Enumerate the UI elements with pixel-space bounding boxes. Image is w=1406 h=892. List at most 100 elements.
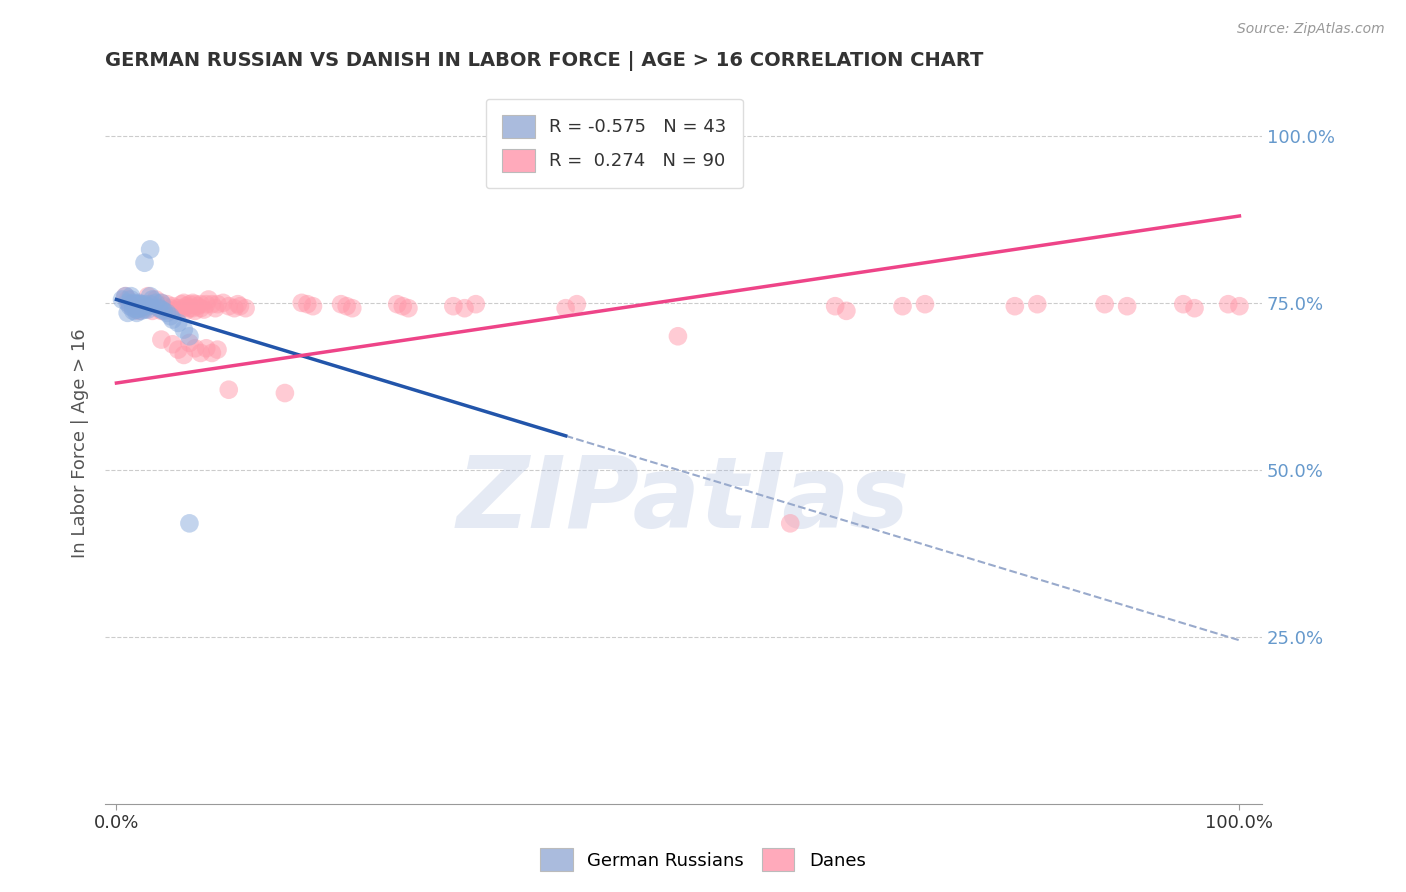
- Point: [170, 297, 193, 311]
- Point: [128, 297, 150, 311]
- Point: [150, 296, 173, 310]
- Point: [128, 304, 150, 318]
- Point: [1218, 297, 1240, 311]
- Point: [128, 301, 150, 316]
- Point: [330, 297, 353, 311]
- Point: [184, 304, 207, 318]
- Point: [212, 296, 235, 310]
- Point: [118, 299, 141, 313]
- Point: [193, 302, 215, 317]
- Point: [201, 297, 224, 311]
- Point: [117, 293, 139, 307]
- Point: [1004, 299, 1026, 313]
- Point: [565, 297, 588, 311]
- Point: [152, 299, 174, 313]
- Point: [391, 299, 413, 313]
- Point: [779, 516, 801, 531]
- Point: [1094, 297, 1116, 311]
- Point: [554, 301, 576, 316]
- Point: [141, 304, 163, 318]
- Point: [111, 293, 134, 307]
- Point: [174, 304, 197, 318]
- Point: [122, 296, 145, 310]
- Point: [159, 304, 181, 318]
- Point: [152, 304, 174, 318]
- Point: [396, 301, 419, 316]
- Point: [186, 299, 208, 313]
- Point: [128, 296, 150, 310]
- Point: [453, 301, 475, 316]
- Point: [148, 301, 170, 316]
- Point: [174, 299, 197, 313]
- Point: [156, 302, 179, 317]
- Point: [139, 297, 162, 311]
- Point: [179, 516, 201, 531]
- Point: [204, 301, 226, 316]
- Point: [114, 289, 136, 303]
- Point: [190, 346, 212, 360]
- Point: [125, 302, 148, 317]
- Point: [824, 299, 846, 313]
- Point: [150, 304, 173, 318]
- Point: [891, 299, 914, 313]
- Point: [835, 304, 858, 318]
- Point: [1116, 299, 1139, 313]
- Point: [136, 289, 159, 303]
- Point: [162, 312, 184, 326]
- Point: [297, 297, 319, 311]
- Text: Source: ZipAtlas.com: Source: ZipAtlas.com: [1237, 22, 1385, 37]
- Point: [150, 302, 173, 317]
- Point: [159, 309, 181, 323]
- Point: [159, 301, 181, 316]
- Point: [145, 293, 167, 307]
- Point: [139, 289, 162, 303]
- Point: [136, 302, 159, 317]
- Point: [117, 306, 139, 320]
- Text: ZIPatlas: ZIPatlas: [457, 452, 910, 549]
- Point: [129, 304, 152, 318]
- Point: [167, 301, 190, 316]
- Point: [134, 297, 156, 311]
- Point: [224, 301, 246, 316]
- Point: [117, 296, 139, 310]
- Y-axis label: In Labor Force | Age > 16: In Labor Force | Age > 16: [72, 328, 89, 558]
- Point: [148, 301, 170, 316]
- Point: [167, 316, 190, 330]
- Point: [195, 297, 218, 311]
- Point: [235, 301, 257, 316]
- Point: [197, 293, 219, 307]
- Point: [207, 343, 229, 357]
- Point: [134, 256, 156, 270]
- Point: [441, 299, 464, 313]
- Point: [229, 299, 252, 313]
- Point: [184, 341, 207, 355]
- Point: [125, 297, 148, 311]
- Point: [122, 299, 145, 313]
- Point: [179, 329, 201, 343]
- Legend: German Russians, Danes: German Russians, Danes: [533, 841, 873, 879]
- Point: [385, 297, 408, 311]
- Point: [145, 299, 167, 313]
- Point: [122, 297, 145, 311]
- Point: [139, 297, 162, 311]
- Point: [145, 296, 167, 310]
- Point: [134, 302, 156, 317]
- Point: [179, 301, 201, 316]
- Point: [125, 299, 148, 313]
- Point: [129, 299, 152, 313]
- Point: [173, 301, 195, 316]
- Point: [156, 297, 179, 311]
- Point: [666, 329, 689, 343]
- Point: [167, 343, 190, 357]
- Point: [218, 299, 240, 313]
- Point: [162, 337, 184, 351]
- Point: [173, 296, 195, 310]
- Point: [207, 297, 229, 311]
- Point: [167, 304, 190, 318]
- Point: [125, 302, 148, 317]
- Point: [291, 296, 314, 310]
- Point: [129, 297, 152, 311]
- Point: [173, 348, 195, 362]
- Point: [150, 333, 173, 347]
- Point: [122, 301, 145, 316]
